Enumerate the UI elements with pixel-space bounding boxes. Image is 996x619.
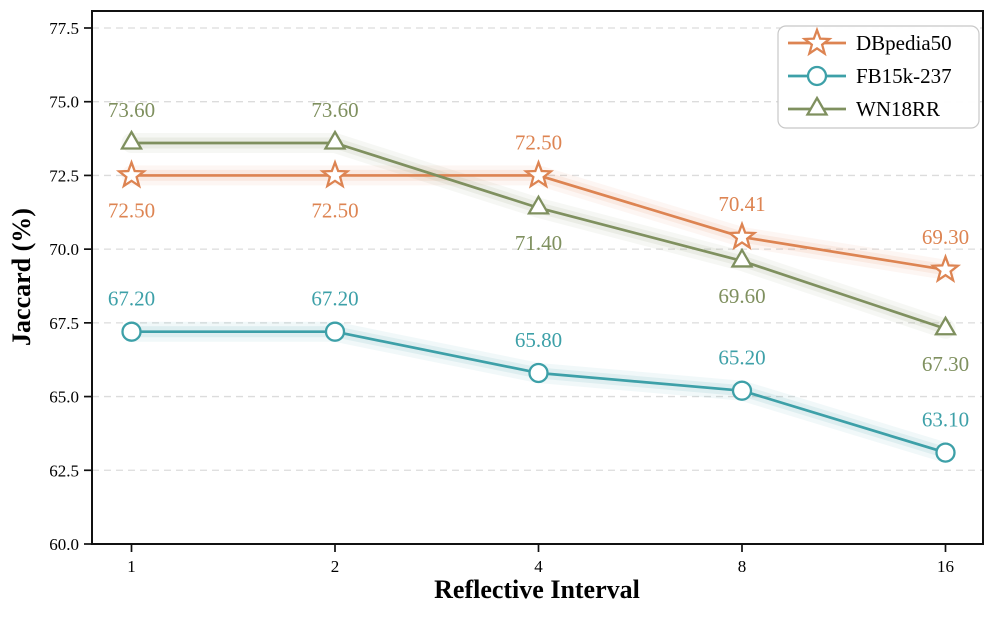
y-tick-label: 67.5 bbox=[49, 314, 79, 333]
series-bands-layer bbox=[121, 132, 956, 463]
y-tick-label: 65.0 bbox=[49, 388, 79, 407]
plot-border-layer bbox=[91, 10, 984, 545]
x-tick-label: 2 bbox=[331, 557, 340, 576]
x-tick-label: 16 bbox=[937, 557, 954, 576]
legend-circle-icon bbox=[806, 65, 828, 87]
y-tick-label: 60.0 bbox=[49, 535, 79, 554]
data-label-dbpedia50: 72.50 bbox=[515, 130, 562, 154]
legend-item-dbpedia50: DBpedia50 bbox=[788, 26, 952, 57]
marker-dbpedia50 bbox=[522, 159, 555, 189]
marker-wn18rr bbox=[119, 129, 144, 150]
y-tick-label: 72.5 bbox=[49, 166, 79, 185]
legend-label: WN18RR bbox=[856, 97, 940, 121]
legend: DBpedia50 FB15k-237 WN18RR bbox=[777, 25, 980, 129]
data-label-fb15k-237: 63.10 bbox=[922, 408, 969, 432]
data-label-wn18rr: 69.60 bbox=[718, 284, 765, 308]
y-axis-label: Jaccard (%) bbox=[7, 208, 36, 346]
data-label-dbpedia50: 72.50 bbox=[108, 198, 155, 222]
marker-wn18rr bbox=[933, 315, 958, 336]
x-tick-label: 1 bbox=[127, 557, 136, 576]
data-label-fb15k-237: 67.20 bbox=[108, 287, 155, 311]
data-label-dbpedia50: 69.30 bbox=[922, 225, 969, 249]
marker-wn18rr bbox=[730, 247, 754, 268]
marker-dbpedia50 bbox=[115, 159, 148, 189]
band-dbpedia50 bbox=[126, 169, 951, 276]
data-label-dbpedia50: 72.50 bbox=[311, 198, 358, 222]
legend-triangle-icon bbox=[805, 95, 829, 116]
marker-wn18rr bbox=[323, 129, 347, 150]
data-label-wn18rr: 71.40 bbox=[515, 231, 562, 255]
y-tick-label: 75.0 bbox=[49, 93, 79, 112]
data-labels-layer: 72.50 72.50 72.50 70.41 69.30 67.20 67.20 65.80… bbox=[108, 98, 969, 432]
series-markers-layer bbox=[115, 129, 962, 463]
marker-fb15k-237 bbox=[121, 321, 142, 342]
data-label-wn18rr: 67.30 bbox=[922, 352, 969, 376]
data-label-wn18rr: 73.60 bbox=[311, 98, 358, 122]
data-label-fb15k-237: 67.20 bbox=[311, 287, 358, 311]
legend-box bbox=[777, 25, 980, 129]
legend-item-wn18rr: WN18RR bbox=[788, 95, 940, 121]
marker-fb15k-237 bbox=[935, 442, 956, 463]
ticks-layer: 60.0 62.5 65.0 67.5 70.0 72.5 75.0 77.5 1 2 4 8 16 bbox=[49, 19, 954, 576]
legend-label: DBpedia50 bbox=[856, 31, 952, 55]
x-axis-label: Reflective Interval bbox=[434, 575, 640, 604]
legend-label: FB15k-237 bbox=[856, 64, 952, 88]
marker-fb15k-237 bbox=[528, 362, 549, 384]
y-tick-label: 77.5 bbox=[49, 19, 79, 38]
data-label-dbpedia50: 70.41 bbox=[718, 192, 765, 216]
legend-star-icon bbox=[801, 26, 833, 57]
legend-item-fb15k-237: FB15k-237 bbox=[788, 64, 952, 88]
data-label-wn18rr: 73.60 bbox=[108, 98, 155, 122]
marker-fb15k-237 bbox=[324, 321, 346, 342]
y-tick-label: 70.0 bbox=[49, 240, 79, 259]
plot-border bbox=[91, 10, 984, 545]
x-tick-label: 4 bbox=[534, 557, 543, 576]
data-label-fb15k-237: 65.80 bbox=[515, 328, 562, 352]
y-tick-label: 62.5 bbox=[49, 461, 79, 480]
marker-dbpedia50 bbox=[929, 253, 962, 283]
marker-wn18rr bbox=[526, 194, 551, 215]
data-label-fb15k-237: 65.20 bbox=[718, 346, 765, 370]
marker-fb15k-237 bbox=[731, 380, 753, 401]
marker-dbpedia50 bbox=[726, 220, 758, 251]
marker-dbpedia50 bbox=[319, 159, 351, 189]
x-tick-label: 8 bbox=[738, 557, 747, 576]
